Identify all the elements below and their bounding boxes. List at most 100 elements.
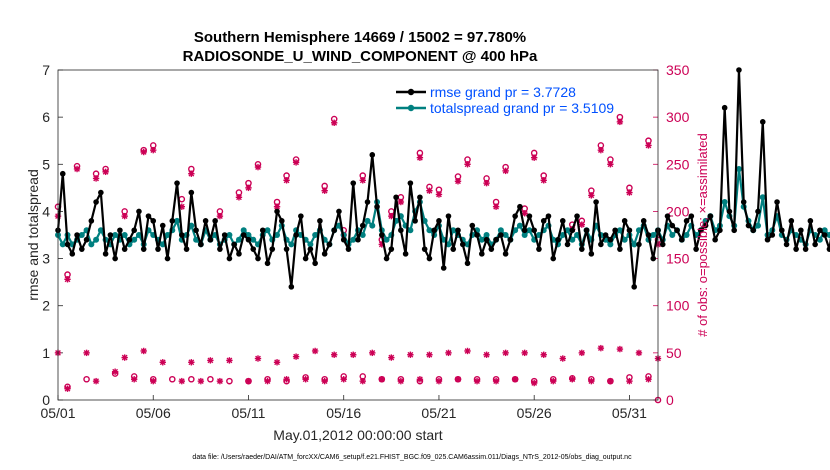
obs-assimilated-marker [635, 349, 643, 357]
obs-assimilated-marker [530, 154, 538, 161]
rmse-point [159, 222, 166, 229]
rmse-point [607, 236, 614, 243]
rmse-point [340, 236, 347, 243]
obs-assimilated-stroke [321, 378, 328, 385]
rmse-point [474, 232, 480, 238]
obs-assimilated-stroke [274, 359, 280, 366]
obs-assimilated-stroke [445, 349, 452, 356]
rmse-point [798, 227, 804, 234]
rmse-point [317, 218, 323, 224]
rmse-point [555, 236, 561, 243]
obs-assimilated-stroke [369, 349, 376, 356]
obs-assimilated-stroke [350, 351, 357, 358]
rmse-point [750, 227, 757, 234]
x-tick-label: 05/11 [231, 405, 265, 421]
obs-assimilated-stroke [178, 378, 185, 385]
obs-assimilated-stroke [407, 351, 414, 358]
obs-assimilated-stroke [274, 203, 280, 210]
totalspread-point [93, 236, 100, 243]
totalspread-point [683, 232, 690, 238]
rmse-point [112, 255, 118, 262]
rmse-point [288, 284, 295, 290]
totalspread-point [826, 232, 830, 238]
totalspread-point [97, 227, 104, 234]
rmse-point [131, 227, 137, 234]
totalspread-point [478, 236, 485, 243]
rmse-point [398, 227, 404, 234]
obs-assimilated-marker [435, 377, 443, 385]
obs-assimilated-stroke [569, 376, 576, 383]
totalspread-point [312, 232, 319, 238]
obs-assimilated-stroke [159, 359, 166, 366]
totalspread-point [497, 227, 504, 234]
totalspread-point [131, 236, 138, 243]
y-left-tick-label: 4 [42, 203, 50, 219]
obs-assimilated-stroke [531, 154, 538, 161]
obs-assimilated-marker [645, 376, 652, 383]
rmse-point [626, 227, 633, 234]
totalspread-point [521, 232, 528, 238]
rmse-point [345, 246, 352, 252]
obs-assimilated-marker [626, 189, 633, 196]
totalspread-point [78, 232, 85, 238]
rmse-point [436, 218, 442, 224]
totalspread-point [483, 232, 490, 238]
rmse-point [650, 255, 657, 262]
rmse-point [674, 227, 680, 234]
obs-assimilated-marker [388, 212, 395, 220]
obs-assimilated-marker [369, 349, 376, 357]
obs-assimilated-marker [616, 345, 624, 353]
obs-assimilated-marker [140, 347, 147, 355]
rmse-point [526, 213, 533, 219]
obs-assimilated-stroke [121, 354, 128, 361]
totalspread-point [569, 236, 576, 243]
rmse-point [226, 255, 233, 262]
obs-assimilated-stroke [502, 349, 509, 356]
rmse-point [393, 194, 399, 201]
obs-assimilated-stroke [388, 213, 395, 220]
obs-assimilated-stroke [512, 376, 519, 383]
rmse-point [712, 236, 718, 243]
rmse-point [145, 213, 152, 219]
obs-assimilated-marker [197, 377, 205, 385]
obs-assimilated-marker [273, 203, 281, 210]
obs-assimilated-stroke [645, 142, 652, 149]
totalspread-point [735, 166, 742, 172]
obs-assimilated-stroke [626, 378, 633, 385]
totalspread-point [274, 232, 281, 238]
totalspread-point [59, 241, 66, 248]
rmse-point [559, 218, 566, 224]
y-right-tick-label: 0 [666, 392, 674, 408]
rmse-point [479, 251, 485, 257]
obs-possible-marker [226, 377, 233, 385]
obs-assimilated-stroke [626, 189, 633, 196]
rmse-point [336, 208, 342, 215]
rmse-point [283, 246, 290, 252]
x-tick-label: 05/31 [612, 405, 647, 421]
obs-assimilated-marker [302, 376, 309, 383]
rmse-point [512, 213, 518, 219]
rmse-point [779, 227, 785, 234]
rmse-point [212, 218, 218, 224]
plot-frame [57, 69, 659, 401]
obs-assimilated-marker [607, 377, 614, 385]
rmse-point [502, 251, 509, 257]
obs-assimilated-marker [188, 359, 195, 366]
obs-assimilated-stroke [483, 351, 490, 358]
obs-assimilated-stroke [293, 159, 299, 166]
obs-assimilated-stroke [302, 376, 309, 383]
obs-count-markers [54, 113, 662, 404]
obs-assimilated-stroke [255, 355, 261, 362]
obs-assimilated-marker [445, 349, 452, 357]
rmse-point [169, 218, 176, 224]
rmse-point [736, 67, 742, 73]
obs-assimilated-marker [292, 353, 300, 360]
legend-spread-marker [407, 104, 415, 112]
obs-assimilated-stroke [264, 378, 271, 385]
obs-assimilated-marker [92, 175, 100, 182]
obs-assimilated-stroke [436, 378, 442, 385]
x-axis: 05/01 05/06 05/11 05/16 05/21 05/26 05/31 [40, 395, 647, 421]
rmse-point [688, 213, 695, 219]
totalspread-point [188, 222, 195, 229]
obs-assimilated-marker [150, 146, 157, 154]
